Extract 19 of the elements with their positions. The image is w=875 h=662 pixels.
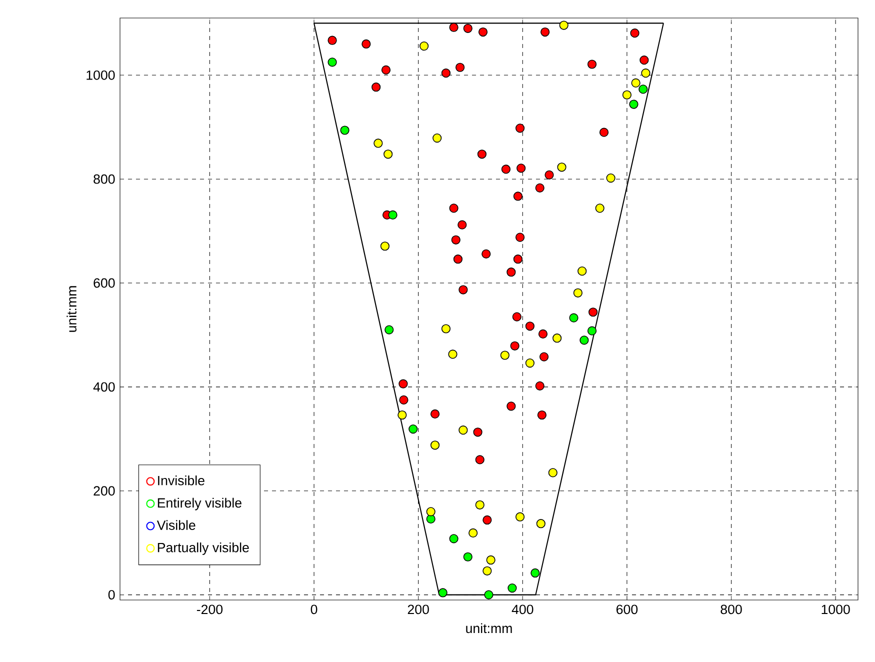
y-tick-label: 600 [94,278,115,288]
x-tick-label: 600 [616,604,638,614]
y-tick-label: 800 [94,174,115,184]
x-tick-label: 1000 [822,604,850,614]
y-tick-label: 200 [94,486,115,496]
x-axis-title: unit:mm [466,623,512,634]
x-tick-label: 0 [310,604,318,614]
x-tick-label: 400 [512,604,534,614]
legend-label: Partually visible [158,542,249,555]
x-tick-label: -200 [196,604,223,614]
legend-label: Visible [156,520,196,530]
legend-label: Invisible [158,476,204,486]
y-tick-label: 0 [108,590,115,600]
legend-label: Entirely visible [158,498,242,510]
y-axis-title: unit:mm [66,286,76,332]
x-tick-label: 800 [720,604,742,614]
y-tick-label: 1000 [86,70,115,80]
x-tick-label: 200 [408,604,429,614]
y-tick-label: 400 [93,382,115,392]
